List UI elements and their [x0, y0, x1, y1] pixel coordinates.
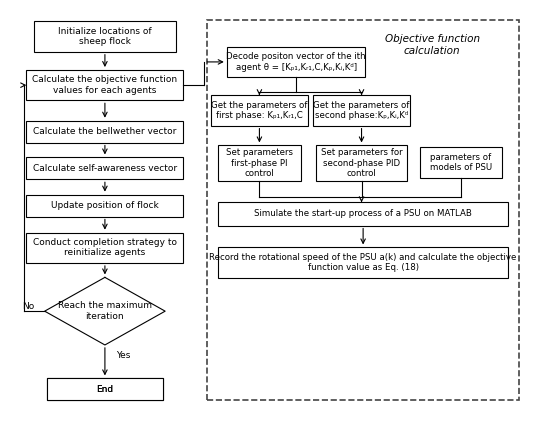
FancyBboxPatch shape	[26, 158, 184, 179]
Text: End: End	[96, 385, 113, 394]
FancyBboxPatch shape	[218, 247, 508, 278]
FancyBboxPatch shape	[26, 232, 184, 263]
FancyBboxPatch shape	[316, 146, 408, 181]
Text: Set parameters for
second-phase PID
control: Set parameters for second-phase PID cont…	[321, 149, 403, 178]
Text: Yes: Yes	[116, 351, 130, 360]
Text: Calculate the bellwether vector: Calculate the bellwether vector	[33, 127, 177, 136]
FancyBboxPatch shape	[26, 195, 184, 217]
Text: Conduct completion strategy to
reinitialize agents: Conduct completion strategy to reinitial…	[33, 238, 177, 258]
FancyBboxPatch shape	[47, 378, 162, 400]
FancyBboxPatch shape	[207, 20, 519, 400]
Text: No: No	[22, 302, 34, 311]
FancyBboxPatch shape	[420, 147, 502, 178]
Text: Objective function
calculation: Objective function calculation	[384, 34, 480, 56]
FancyBboxPatch shape	[211, 95, 308, 126]
Text: End: End	[96, 385, 113, 394]
FancyBboxPatch shape	[34, 21, 175, 52]
Text: parameters of
models of PSU: parameters of models of PSU	[430, 153, 492, 172]
FancyBboxPatch shape	[47, 378, 162, 400]
Text: Record the rotational speed of the PSU a(k) and calculate the objective
function: Record the rotational speed of the PSU a…	[210, 253, 517, 272]
FancyBboxPatch shape	[218, 202, 508, 226]
Text: Get the parameters of
first phase: Kₚ₁,Kᵣ₁,C: Get the parameters of first phase: Kₚ₁,K…	[211, 101, 307, 120]
Text: Update position of flock: Update position of flock	[51, 201, 159, 210]
FancyBboxPatch shape	[313, 95, 410, 126]
FancyBboxPatch shape	[227, 47, 365, 77]
Text: Get the parameters of
second phase:Kₚ,Kᵢ,Kᵈ: Get the parameters of second phase:Kₚ,Kᵢ…	[314, 101, 410, 120]
Text: Initialize locations of
sheep flock: Initialize locations of sheep flock	[58, 27, 152, 46]
FancyBboxPatch shape	[26, 121, 184, 143]
Text: Simulate the start-up process of a PSU on MATLAB: Simulate the start-up process of a PSU o…	[254, 209, 472, 219]
Text: Set parameters
first-phase PI
control: Set parameters first-phase PI control	[226, 149, 293, 178]
Text: Decode positon vector of the ith
agent θ = [Kₚ₁,Kᵣ₁,C,Kₚ,Kᵢ,Kᵈ]: Decode positon vector of the ith agent θ…	[226, 52, 366, 71]
Text: Calculate self-awareness vector: Calculate self-awareness vector	[33, 164, 177, 173]
Text: Calculate the objective function
values for each agents: Calculate the objective function values …	[32, 75, 178, 95]
Polygon shape	[45, 277, 165, 345]
FancyBboxPatch shape	[26, 70, 184, 100]
FancyBboxPatch shape	[217, 146, 301, 181]
Text: Reach the maximum
iteration: Reach the maximum iteration	[58, 301, 152, 321]
